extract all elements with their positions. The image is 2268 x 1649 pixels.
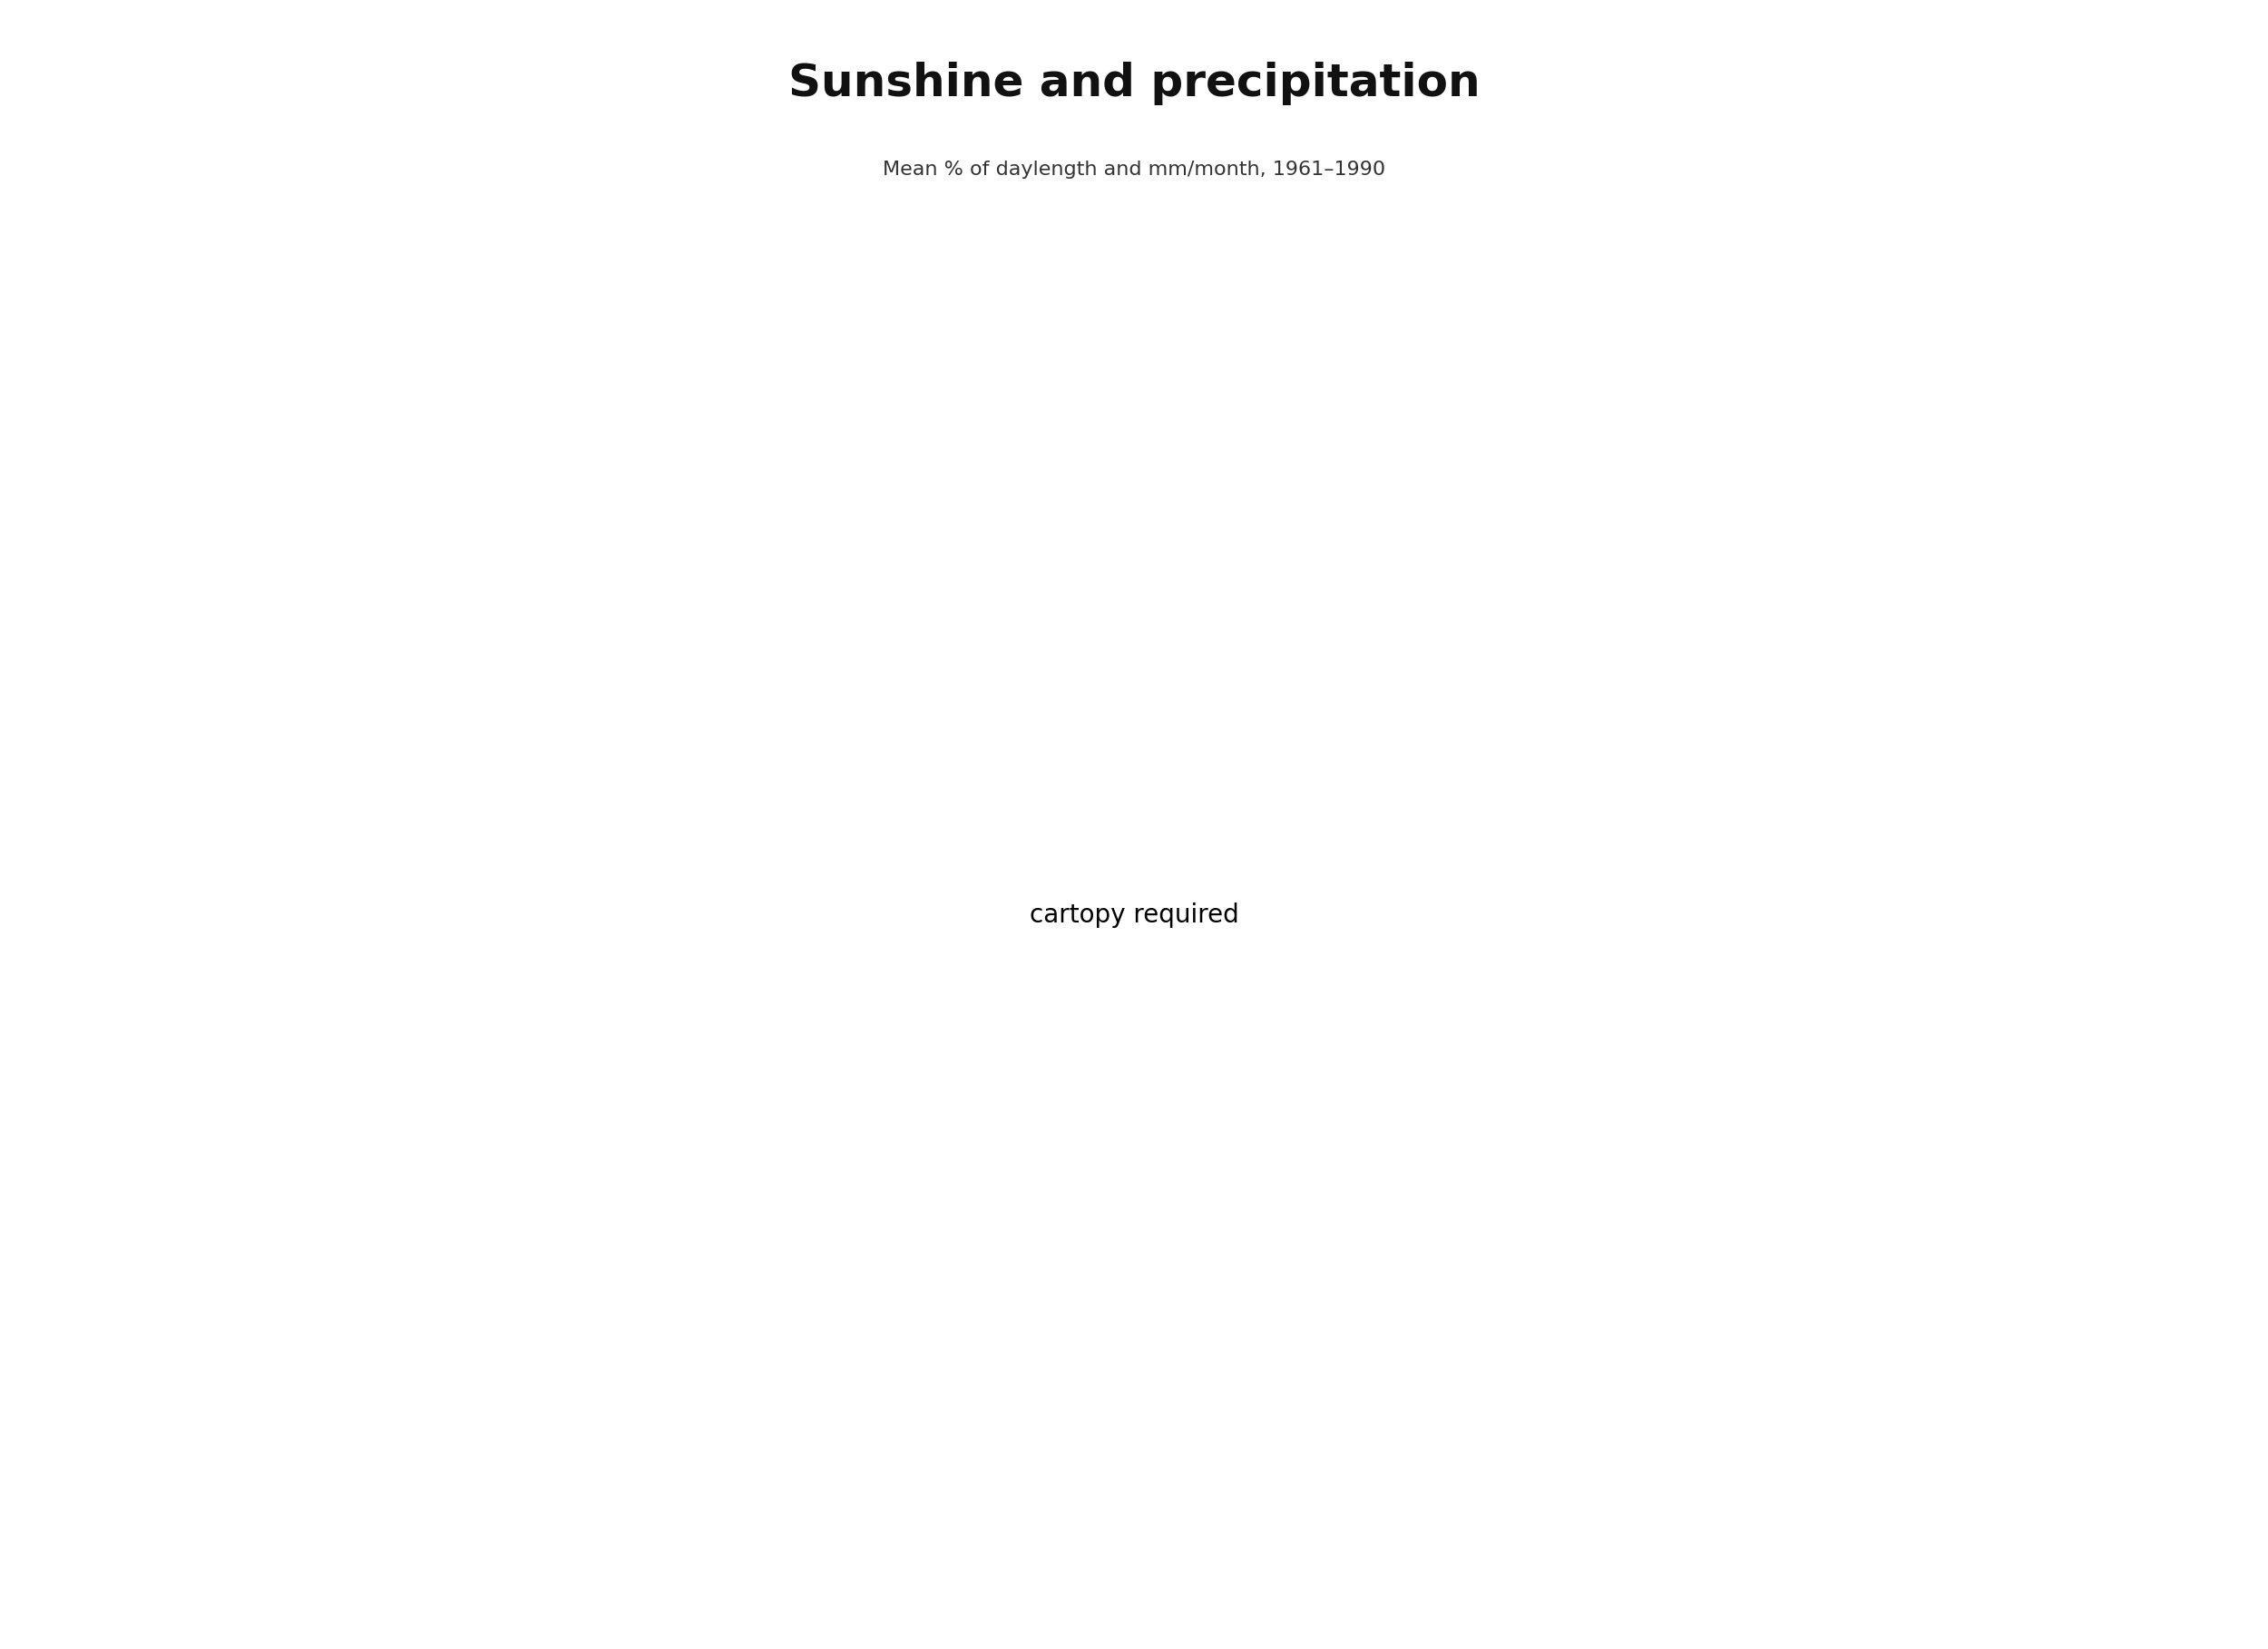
Text: Sunshine and precipitation: Sunshine and precipitation xyxy=(787,61,1481,106)
Text: cartopy required: cartopy required xyxy=(1030,902,1238,928)
Text: Mean % of daylength and mm/month, 1961–1990: Mean % of daylength and mm/month, 1961–1… xyxy=(882,162,1386,180)
